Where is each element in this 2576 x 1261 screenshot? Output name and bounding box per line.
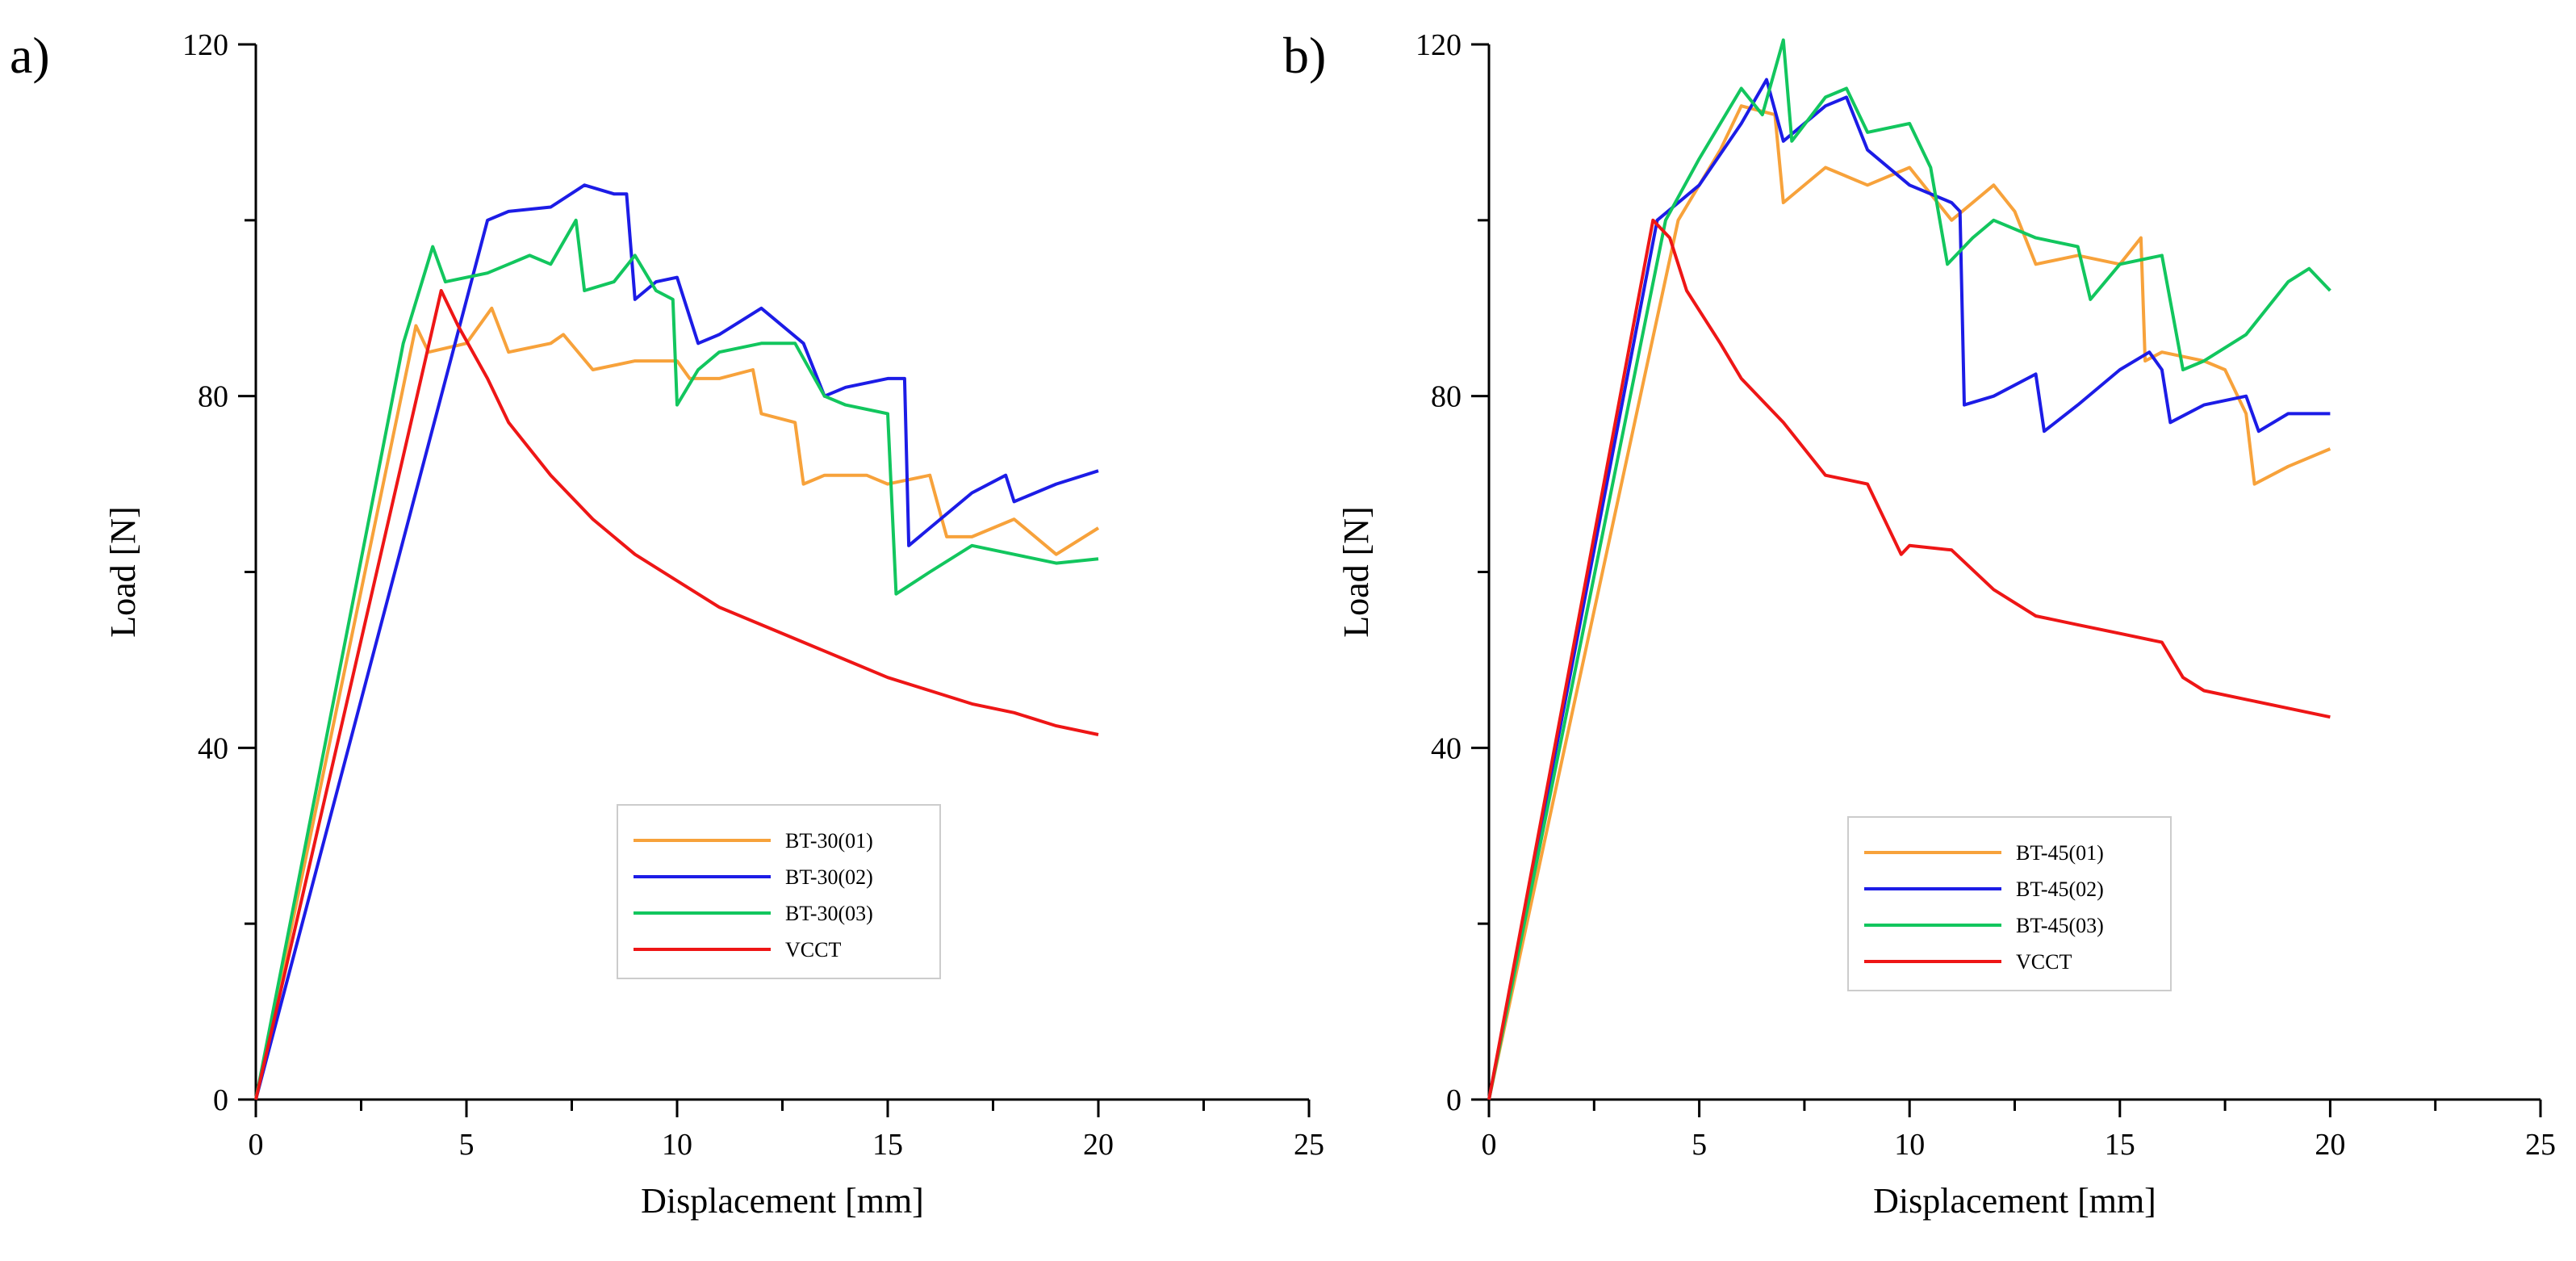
legend: BT-30(01) BT-30(02) BT-30(03) VCCT	[617, 804, 941, 979]
series-line-vcct	[1487, 218, 2331, 1100]
legend: BT-45(01) BT-45(02) BT-45(03) VCCT	[1847, 816, 2172, 991]
x-tick-label: 10	[1894, 1128, 1925, 1162]
y-axis-label: Load [N]	[1336, 506, 1376, 638]
legend-entry-label: BT-45(01)	[2016, 841, 2104, 865]
x-tick-label: 15	[872, 1128, 903, 1162]
x-tick-label: 5	[1692, 1128, 1707, 1162]
legend-entry-label: BT-45(02)	[2016, 878, 2104, 901]
series-line-bt-45-03	[1487, 38, 2331, 1100]
x-axis-label: Displacement [mm]	[1873, 1181, 2156, 1221]
x-tick-label: 0	[249, 1128, 264, 1162]
x-tick-label: 0	[1482, 1128, 1497, 1162]
legend-box	[617, 804, 941, 979]
x-tick-label: 5	[459, 1128, 475, 1162]
y-tick-label: 0	[213, 1083, 228, 1117]
y-tick-label: 80	[198, 380, 228, 414]
legend-box	[1847, 816, 2172, 991]
chart-panel-b: b) 0 5 10 15 20 25 0 40 80 120 Displacement [mm] Loa…	[1283, 27, 2556, 1221]
x-axis-label: Displacement [mm]	[641, 1181, 924, 1221]
legend-entry-label: BT-30(03)	[785, 902, 873, 925]
series-line-bt-30-03	[254, 218, 1099, 1100]
x-tick-label: 15	[2105, 1128, 2135, 1162]
y-tick-label: 120	[182, 28, 228, 62]
legend-entry-label: VCCT	[785, 938, 841, 961]
x-tick-label: 25	[2525, 1128, 2556, 1162]
legend-entry-label: BT-30(02)	[785, 865, 873, 889]
x-tick-label: 20	[2315, 1128, 2345, 1162]
panel-letter: b)	[1283, 27, 1326, 84]
y-axis-label: Load [N]	[103, 506, 143, 638]
x-tick-label: 10	[662, 1128, 692, 1162]
series-line-bt-45-01	[1487, 104, 2331, 1100]
legend-entry-label: BT-30(01)	[785, 829, 873, 853]
y-tick-label: 0	[1446, 1083, 1462, 1117]
panel-letter: a)	[10, 27, 50, 84]
legend-entry-label: BT-45(03)	[2016, 914, 2104, 937]
y-tick-label: 80	[1431, 380, 1462, 414]
chart-panel-a: a) 0 5 10 15 20 25 0 40 80 120 Displacement [mm] Loa…	[10, 27, 1324, 1221]
y-tick-label: 40	[198, 731, 228, 765]
series-line-bt-30-01	[254, 306, 1100, 1100]
y-tick-label: 120	[1416, 28, 1462, 62]
series-line-bt-30-02	[254, 183, 1099, 1100]
series-line-vcct	[254, 289, 1099, 1100]
x-tick-label: 25	[1294, 1128, 1324, 1162]
y-tick-label: 40	[1431, 731, 1462, 765]
legend-entry-label: VCCT	[2016, 950, 2072, 974]
x-tick-label: 20	[1083, 1128, 1114, 1162]
